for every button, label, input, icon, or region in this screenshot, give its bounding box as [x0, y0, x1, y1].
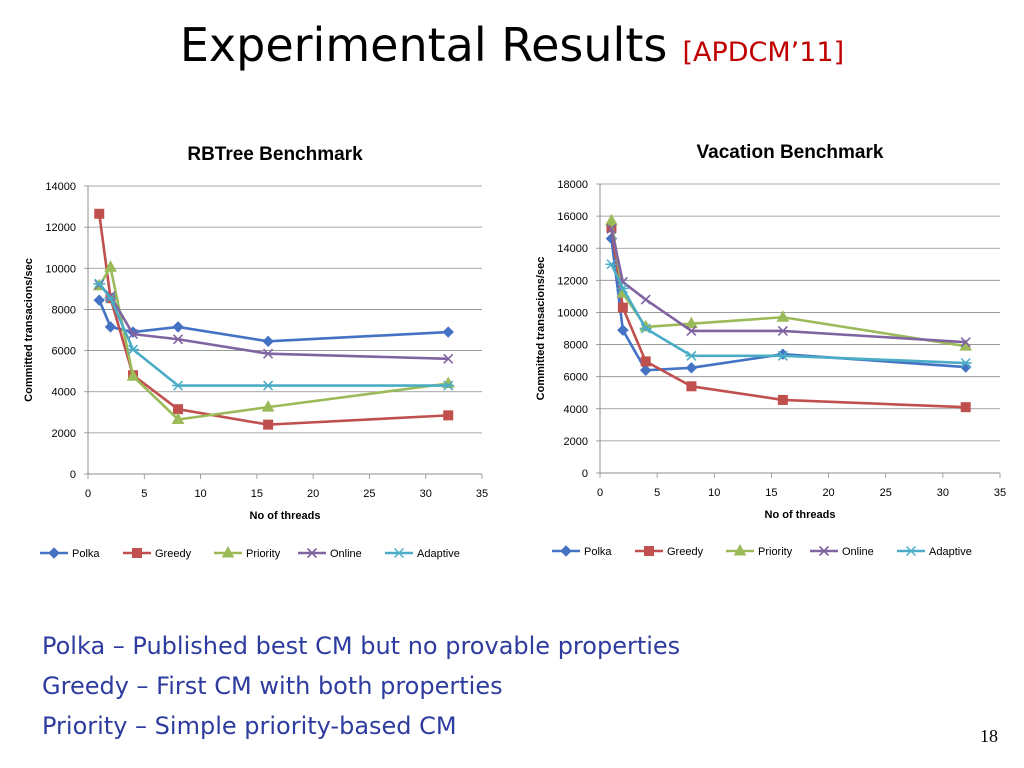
data-point-adaptive	[104, 293, 117, 304]
x-tick-label: 25	[363, 488, 375, 500]
legend-item-greedy: Greedy	[123, 548, 192, 560]
title-text: Experimental Results	[179, 18, 668, 72]
series-line-priority	[98, 265, 449, 421]
legend-label: Adaptive	[417, 548, 460, 560]
data-point-adaptive	[442, 380, 455, 391]
x-axis-label: No of threads	[250, 510, 321, 522]
data-point-polka	[172, 321, 184, 333]
legend-label: Polka	[72, 548, 100, 560]
data-point-priority	[126, 369, 140, 381]
data-point-greedy	[443, 410, 454, 421]
legend-label: Priority	[246, 548, 281, 560]
data-point-priority	[104, 260, 117, 272]
slide-title: Experimental Results [APDCM’11]	[0, 18, 1024, 72]
x-tick-label: 20	[307, 488, 319, 500]
data-point-adaptive	[93, 278, 106, 289]
legend-marker	[393, 547, 405, 559]
legend-item-adaptive: Adaptive	[385, 547, 460, 560]
data-point-adaptive	[172, 380, 185, 391]
x-tick-label: 10	[194, 488, 206, 500]
y-tick-label: 8000	[52, 304, 76, 316]
data-point-online	[127, 329, 139, 340]
data-point-greedy	[94, 208, 105, 219]
legend-marker	[306, 547, 318, 559]
series-greedy	[94, 208, 454, 430]
data-point-polka	[93, 294, 105, 306]
bullet-greedy: Greedy – First CM with both properties	[42, 672, 503, 700]
y-tick-label: 6000	[52, 346, 76, 358]
legend-item-online: Online	[298, 547, 362, 560]
series-line-greedy	[97, 213, 449, 426]
data-point-greedy	[173, 404, 184, 415]
series-adaptive	[93, 278, 455, 391]
x-tick-label: 5	[141, 488, 147, 500]
y-tick-label: 12000	[45, 222, 76, 234]
bullet-list: Polka – Published best CM but no provabl…	[42, 626, 680, 746]
y-tick-label: 10000	[45, 263, 76, 275]
data-point-adaptive	[262, 380, 275, 391]
legend-label: Online	[330, 548, 362, 560]
bullet-priority: Priority – Simple priority-based CM	[42, 712, 457, 740]
data-point-polka	[104, 321, 117, 333]
x-tick-label: 30	[420, 488, 432, 500]
data-point-greedy	[263, 419, 274, 430]
x-tick-label: 35	[476, 488, 488, 500]
x-tick-label: 15	[251, 488, 263, 500]
citation-text: [APDCM’11]	[682, 37, 845, 68]
legend-item-polka: Polka	[40, 547, 100, 560]
data-point-online	[263, 348, 274, 359]
legend-label: Greedy	[155, 548, 192, 560]
legend-item-priority: Priority	[214, 545, 281, 560]
data-point-online	[172, 334, 184, 345]
legend-marker	[221, 545, 235, 558]
data-point-adaptive	[127, 344, 140, 355]
legend-marker	[132, 548, 142, 558]
y-tick-label: 14000	[45, 181, 76, 193]
data-point-priority	[171, 412, 185, 424]
series-priority	[92, 260, 455, 424]
data-point-polka	[262, 335, 274, 348]
legend-marker	[48, 547, 60, 559]
data-point-online	[443, 353, 454, 364]
chart-title: RBTree Benchmark	[187, 144, 363, 165]
series-polka	[93, 294, 454, 348]
series-line-online	[98, 283, 449, 361]
y-tick-label: 2000	[52, 428, 76, 440]
bullet-polka: Polka – Published best CM but no provabl…	[42, 632, 681, 660]
data-point-priority	[261, 400, 275, 412]
x-tick-label: 0	[85, 488, 91, 500]
data-point-polka	[442, 326, 454, 338]
y-tick-label: 0	[70, 469, 76, 481]
series-line-polka	[98, 299, 449, 343]
y-axis-label: Committed transacions/sec	[23, 258, 35, 402]
page-number: 18	[980, 726, 998, 746]
y-tick-label: 4000	[52, 387, 76, 399]
